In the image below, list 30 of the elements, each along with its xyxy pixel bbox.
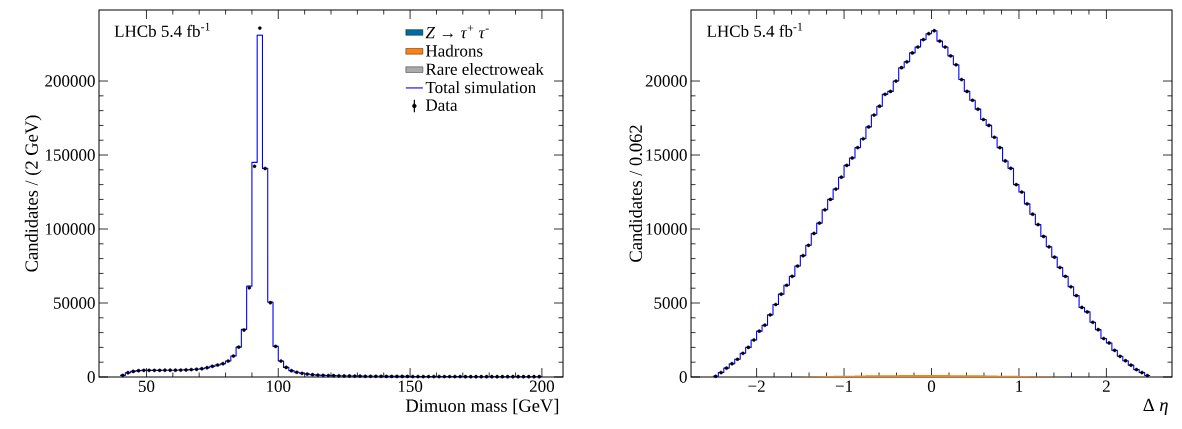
legend-label: Rare electroweak: [425, 63, 544, 75]
x-tick-label: −1: [835, 380, 853, 392]
y-tick-label: 100000: [45, 223, 95, 235]
y-axis-title: Candidates / (2 GeV): [24, 115, 42, 272]
y-tick-label: 50000: [53, 297, 95, 309]
legend-label: Hadrons: [425, 44, 483, 57]
y-tick-label: 20000: [645, 75, 687, 87]
y-axis-title: Candidates / 0.062: [629, 125, 643, 262]
annotation: LHCb 5.4 fb$^{-1}$: [114, 22, 210, 38]
x-tick-label: 50: [138, 380, 155, 393]
x-tick-label: 200: [529, 380, 555, 393]
legend-label: Z → τ$^{+}$ τ$^{-}$: [425, 25, 489, 39]
x-tick-label: −2: [748, 380, 765, 392]
x-tick-label: 150: [398, 380, 423, 393]
y-tick-label: 150000: [45, 149, 95, 161]
legend-label: Data: [425, 99, 458, 111]
annotation: LHCb 5.4 fb$^{-1}$: [707, 22, 803, 38]
x-tick-label: 0: [927, 380, 936, 393]
x-axis-title: Dimuon mass [GeV]: [405, 398, 559, 415]
legend-label: Total simulation: [425, 81, 536, 94]
y-tick-label: 15000: [646, 149, 687, 161]
y-tick-label: 0: [87, 371, 95, 383]
y-tick-label: 0: [679, 371, 687, 383]
x-tick-label: 2: [1102, 380, 1110, 392]
y-tick-label: 5000: [654, 297, 687, 309]
y-tick-label: 200000: [45, 75, 95, 87]
x-tick-label: 1: [1016, 380, 1023, 392]
x-tick-label: 100: [267, 380, 291, 393]
x-axis-title: Δ η: [1143, 398, 1168, 416]
y-tick-label: 10000: [646, 223, 687, 235]
